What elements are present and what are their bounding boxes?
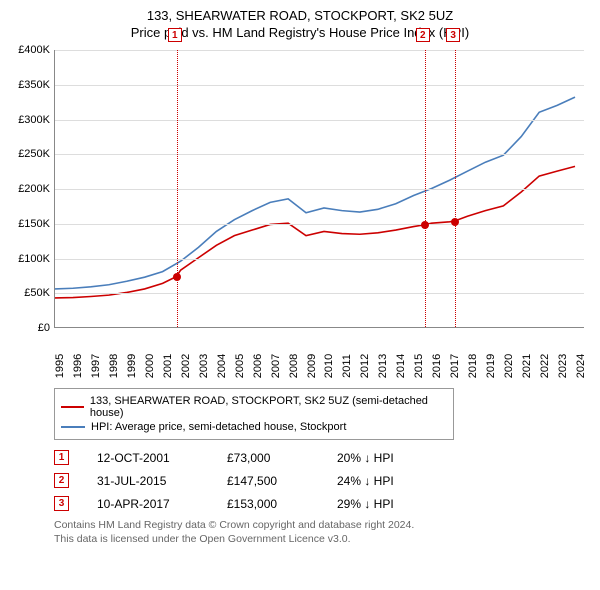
y-axis-label: £0 bbox=[10, 322, 50, 334]
gridline bbox=[55, 120, 584, 121]
y-axis-label: £50K bbox=[10, 287, 50, 299]
gridline bbox=[55, 154, 584, 155]
x-axis-label: 1999 bbox=[126, 354, 138, 378]
y-axis-label: £250K bbox=[10, 148, 50, 160]
y-axis-label: £150K bbox=[10, 218, 50, 230]
x-axis-label: 2006 bbox=[252, 354, 264, 378]
gridline bbox=[55, 293, 584, 294]
event-row: 1 12-OCT-2001£73,00020% ↓ HPI bbox=[54, 450, 590, 465]
x-axis-label: 2004 bbox=[216, 354, 228, 378]
plot-region bbox=[54, 50, 584, 328]
marker-badge: 2 bbox=[416, 28, 430, 42]
marker-badge: 1 bbox=[168, 28, 182, 42]
event-row: 2 31-JUL-2015£147,50024% ↓ HPI bbox=[54, 473, 590, 488]
x-axis-label: 2013 bbox=[377, 354, 389, 378]
marker-line bbox=[177, 50, 178, 327]
footnote: Contains HM Land Registry data © Crown c… bbox=[54, 519, 590, 546]
event-price: £147,500 bbox=[227, 474, 337, 488]
x-axis-label: 2002 bbox=[180, 354, 192, 378]
y-axis-label: £400K bbox=[10, 44, 50, 56]
x-axis-label: 2005 bbox=[234, 354, 246, 378]
x-axis-label: 2003 bbox=[198, 354, 210, 378]
event-date: 12-OCT-2001 bbox=[97, 451, 227, 465]
x-axis-label: 1995 bbox=[54, 354, 66, 378]
x-axis-label: 2015 bbox=[413, 354, 425, 378]
legend-item: 133, SHEARWATER ROAD, STOCKPORT, SK2 5UZ… bbox=[61, 395, 447, 419]
y-axis-label: £100K bbox=[10, 253, 50, 265]
x-axis-label: 2020 bbox=[503, 354, 515, 378]
event-row: 3 10-APR-2017£153,00029% ↓ HPI bbox=[54, 496, 590, 511]
x-axis-label: 2016 bbox=[431, 354, 443, 378]
x-axis-label: 1997 bbox=[90, 354, 102, 378]
legend-item: HPI: Average price, semi-detached house,… bbox=[61, 421, 447, 433]
marker-badge: 3 bbox=[446, 28, 460, 42]
event-badge: 3 bbox=[54, 496, 69, 511]
gridline bbox=[55, 50, 584, 51]
events-table: 1 12-OCT-2001£73,00020% ↓ HPI 2 31-JUL-2015… bbox=[54, 450, 590, 511]
gridline bbox=[55, 259, 584, 260]
legend-swatch bbox=[61, 426, 85, 428]
x-axis-label: 1996 bbox=[72, 354, 84, 378]
y-axis-label: £200K bbox=[10, 183, 50, 195]
x-axis-label: 2024 bbox=[575, 354, 587, 378]
legend-label: HPI: Average price, semi-detached house,… bbox=[91, 421, 346, 433]
event-diff: 29% ↓ HPI bbox=[337, 497, 394, 511]
event-diff: 20% ↓ HPI bbox=[337, 451, 394, 465]
event-price: £153,000 bbox=[227, 497, 337, 511]
footnote-line-2: This data is licensed under the Open Gov… bbox=[54, 533, 590, 547]
y-axis-label: £350K bbox=[10, 79, 50, 91]
footnote-line-1: Contains HM Land Registry data © Crown c… bbox=[54, 519, 590, 533]
legend-swatch bbox=[61, 406, 84, 408]
x-axis-label: 2021 bbox=[521, 354, 533, 378]
chart-title-block: 133, SHEARWATER ROAD, STOCKPORT, SK2 5UZ… bbox=[10, 8, 590, 40]
x-axis-label: 2023 bbox=[557, 354, 569, 378]
title-line-1: 133, SHEARWATER ROAD, STOCKPORT, SK2 5UZ bbox=[10, 8, 590, 23]
x-axis-label: 2017 bbox=[449, 354, 461, 378]
marker-dot bbox=[451, 218, 459, 226]
x-axis-label: 2011 bbox=[341, 354, 353, 378]
title-line-2: Price paid vs. HM Land Registry's House … bbox=[10, 25, 590, 40]
event-date: 31-JUL-2015 bbox=[97, 474, 227, 488]
event-diff: 24% ↓ HPI bbox=[337, 474, 394, 488]
x-axis-label: 2009 bbox=[306, 354, 318, 378]
event-badge: 2 bbox=[54, 473, 69, 488]
marker-line bbox=[455, 50, 456, 327]
series-hpi bbox=[55, 97, 575, 289]
event-badge: 1 bbox=[54, 450, 69, 465]
event-price: £73,000 bbox=[227, 451, 337, 465]
gridline bbox=[55, 224, 584, 225]
series-property bbox=[55, 166, 575, 298]
x-axis-label: 2018 bbox=[467, 354, 479, 378]
x-axis-label: 2014 bbox=[395, 354, 407, 378]
x-axis-label: 2001 bbox=[162, 354, 174, 378]
x-axis-label: 1998 bbox=[108, 354, 120, 378]
legend: 133, SHEARWATER ROAD, STOCKPORT, SK2 5UZ… bbox=[54, 388, 454, 440]
y-axis-label: £300K bbox=[10, 114, 50, 126]
legend-label: 133, SHEARWATER ROAD, STOCKPORT, SK2 5UZ… bbox=[90, 395, 447, 419]
gridline bbox=[55, 85, 584, 86]
event-date: 10-APR-2017 bbox=[97, 497, 227, 511]
marker-dot bbox=[421, 221, 429, 229]
x-axis-label: 2012 bbox=[359, 354, 371, 378]
x-axis-label: 2022 bbox=[539, 354, 551, 378]
x-axis-label: 2007 bbox=[270, 354, 282, 378]
x-axis-label: 2008 bbox=[288, 354, 300, 378]
x-axis-label: 2019 bbox=[485, 354, 497, 378]
marker-line bbox=[425, 50, 426, 327]
x-axis-label: 2000 bbox=[144, 354, 156, 378]
x-axis-label: 2010 bbox=[323, 354, 335, 378]
marker-dot bbox=[173, 273, 181, 281]
gridline bbox=[55, 189, 584, 190]
chart-area: £0 £50K £100K £150K £200K £250K £300K £350K £400… bbox=[10, 44, 590, 384]
